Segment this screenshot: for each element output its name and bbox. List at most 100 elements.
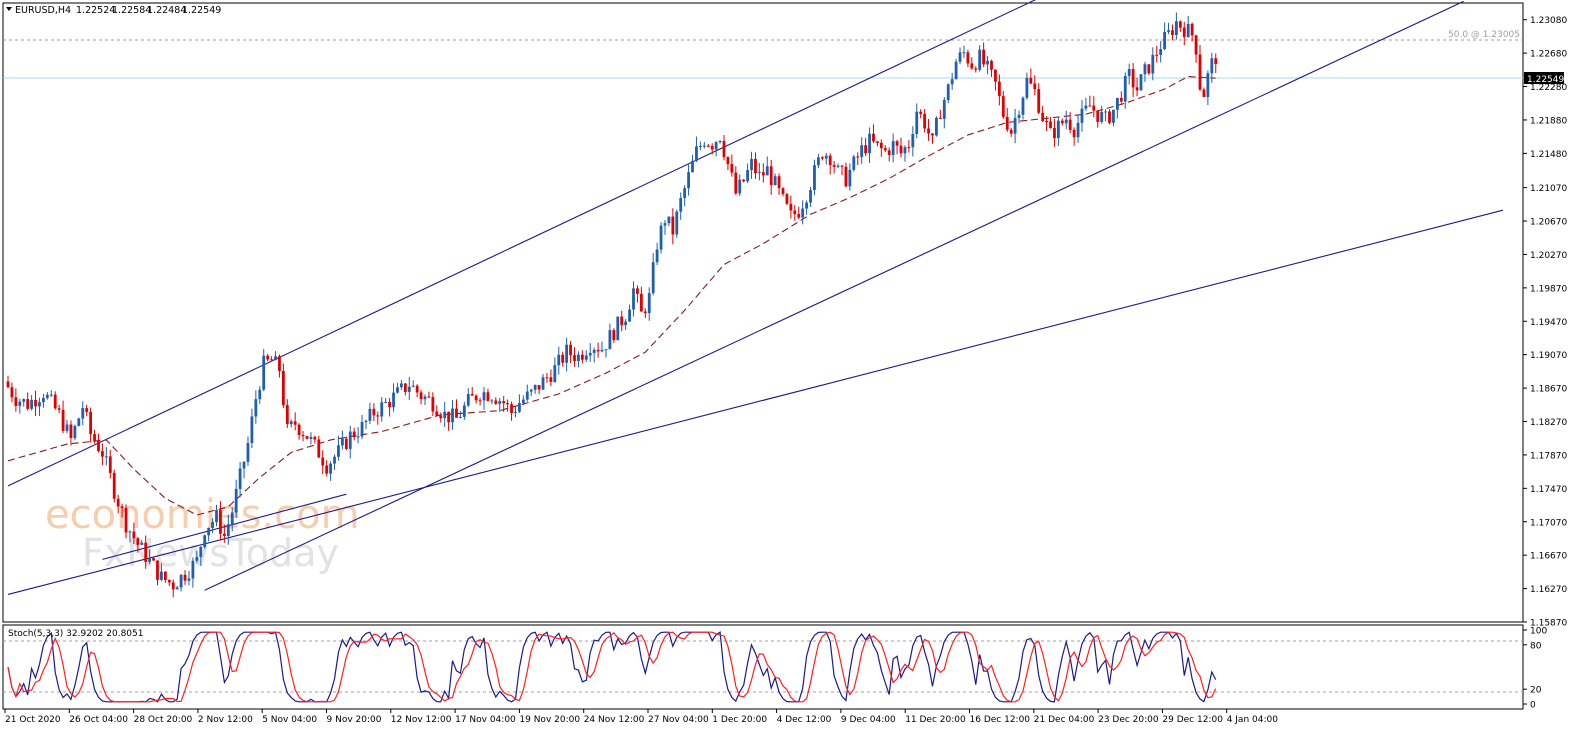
- candle-body: [907, 147, 911, 149]
- candle-body: [108, 456, 112, 473]
- candle-body: [242, 461, 246, 469]
- candle-body: [1009, 129, 1013, 134]
- candle-body: [876, 141, 879, 143]
- candle-body: [848, 169, 852, 187]
- candle-body: [281, 370, 285, 406]
- candle-body: [1174, 21, 1178, 35]
- candle-body: [1143, 64, 1147, 75]
- candle-body: [754, 158, 757, 174]
- candle-body: [809, 190, 812, 203]
- price-tick-label: 1.17870: [1530, 451, 1567, 461]
- candle-body: [549, 377, 553, 382]
- candle-body: [887, 150, 891, 155]
- candle-body: [160, 571, 163, 580]
- candle-body: [490, 400, 494, 402]
- candle-body: [384, 401, 388, 403]
- candle-body: [1104, 111, 1107, 113]
- candle-body: [340, 438, 344, 446]
- candle-body: [557, 354, 561, 366]
- candle-body: [89, 411, 93, 435]
- candle-body: [580, 354, 584, 360]
- candle-body: [706, 145, 710, 147]
- candle-body: [608, 330, 612, 350]
- candle-body: [136, 538, 140, 545]
- candle-body: [478, 400, 482, 402]
- candle-body: [852, 156, 856, 170]
- candle-body: [919, 111, 923, 114]
- candle-body: [903, 147, 907, 154]
- candle-body: [636, 288, 639, 294]
- candle-body: [226, 524, 230, 536]
- candle-body: [801, 208, 805, 218]
- candle-body: [175, 587, 179, 590]
- stoch-tick-label: 0: [1530, 701, 1536, 711]
- candle-body: [781, 188, 785, 195]
- candle-body: [348, 431, 352, 449]
- candle-body: [620, 316, 624, 326]
- candle-body: [53, 394, 57, 409]
- candle-body: [962, 52, 966, 54]
- candle-body: [612, 330, 616, 341]
- candle-body: [757, 172, 761, 174]
- price-axis: 1.23080 1.22680 1.22280 1.21880 1.21480 1.210…: [1523, 16, 1567, 629]
- candle-body: [588, 352, 592, 356]
- candle-body: [337, 445, 340, 457]
- candle-body: [537, 385, 541, 390]
- candle-body: [81, 408, 85, 419]
- candle-body: [573, 355, 576, 362]
- candle-body: [514, 411, 517, 413]
- candle-body: [215, 510, 218, 523]
- price-tick-label: 1.15870: [1530, 619, 1567, 629]
- candle-body: [1037, 89, 1041, 113]
- candle-body: [470, 394, 474, 396]
- candle-body: [435, 411, 439, 416]
- candle-body: [372, 408, 376, 416]
- candle-body: [813, 165, 816, 191]
- candle-body: [691, 160, 694, 173]
- price-tick-label: 1.17470: [1530, 485, 1567, 495]
- candle-body: [687, 172, 690, 189]
- candle-body: [317, 439, 321, 458]
- candle-body: [34, 399, 37, 407]
- trend-line: [7, 0, 1037, 487]
- candle-body: [974, 68, 978, 70]
- candle-body: [333, 456, 336, 464]
- candle-body: [1045, 121, 1048, 123]
- candle-body: [1202, 89, 1206, 97]
- time-tick-label: 9 Nov 20:00: [327, 715, 382, 725]
- candle-body: [1135, 87, 1139, 91]
- candle-body: [695, 146, 698, 161]
- candle-body: [85, 408, 89, 412]
- candle-body: [451, 408, 454, 423]
- candle-body: [604, 349, 608, 351]
- candle-body: [1115, 97, 1119, 110]
- candle-body: [860, 145, 864, 157]
- candle-body: [313, 436, 317, 440]
- candle-body: [73, 425, 77, 438]
- trend-line: [7, 209, 1504, 595]
- candle-body: [946, 84, 950, 101]
- candle-body: [1100, 112, 1104, 122]
- candle-body: [761, 172, 765, 176]
- candle-body: [211, 522, 214, 528]
- candle-body: [872, 133, 875, 142]
- current-price-label: 1.22549: [1527, 75, 1564, 85]
- candle-body: [1080, 108, 1084, 123]
- candle-body: [569, 344, 572, 356]
- candle-body: [309, 436, 313, 439]
- candle-body: [911, 134, 915, 148]
- candle-body: [407, 386, 411, 392]
- candle-body: [958, 52, 962, 62]
- time-tick-label: 1 Dec 20:00: [712, 715, 767, 725]
- candle-body: [376, 415, 380, 417]
- candle-body: [883, 148, 887, 151]
- price-tick-label: 1.20670: [1530, 218, 1567, 228]
- candle-body: [179, 574, 183, 588]
- candle-body: [423, 396, 427, 400]
- candle-body: [864, 145, 868, 154]
- candlesticks: [6, 12, 1218, 598]
- candle-body: [1167, 30, 1170, 33]
- time-tick-label: 2 Nov 12:00: [198, 715, 253, 725]
